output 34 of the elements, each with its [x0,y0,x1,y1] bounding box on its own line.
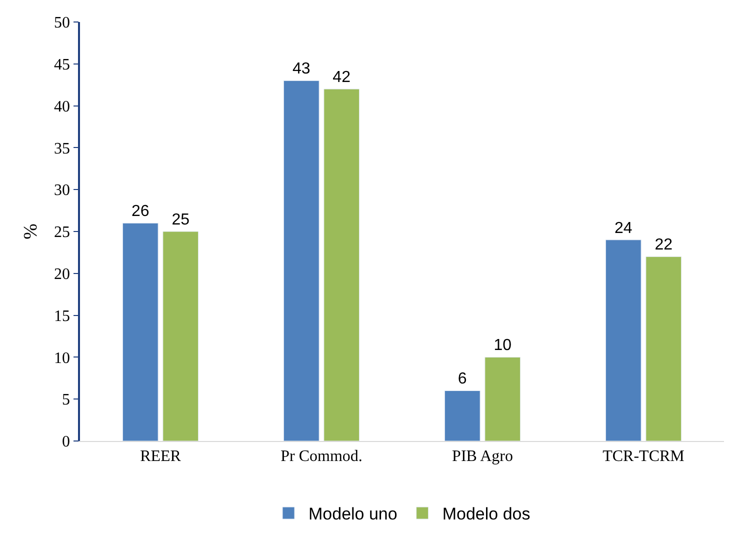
y-tick-label: 25 [54,224,70,242]
y-tick-label: 40 [54,98,70,116]
y-axis-title: % [20,223,42,240]
y-tick-label: 15 [54,308,70,325]
y-tick-label: 50 [54,14,70,32]
data-label: 26 [131,203,150,220]
data-label: 10 [494,337,512,354]
legend-label: Modelo dos [442,504,530,524]
y-tick-label: 5 [62,392,70,409]
x-tick-label: Pr Commod. [280,448,362,466]
data-label: 6 [458,370,467,388]
bar [283,80,320,441]
bar [484,356,521,441]
legend-label: Modelo uno [308,504,398,524]
y-tick-label: 20 [54,266,70,283]
data-label: 42 [332,69,351,86]
bar [162,231,199,441]
data-label: 25 [172,212,190,228]
data-label: 24 [614,220,632,237]
bar [444,390,480,441]
bar [324,88,360,441]
y-tick-label: 45 [54,56,70,74]
y-tick-label: 30 [54,182,70,200]
bar [122,222,158,441]
y-tick-label: 35 [54,140,70,158]
bar [605,240,642,441]
x-tick-label: TCR-TCRM [602,448,684,466]
x-tick-label: REER [140,448,182,466]
y-tick-label: 0 [62,434,70,451]
bar [646,256,682,441]
y-tick-label: 10 [54,350,70,367]
data-label: 43 [292,60,310,78]
data-label: 22 [654,236,673,254]
x-tick-label: PIB Agro [452,448,513,466]
